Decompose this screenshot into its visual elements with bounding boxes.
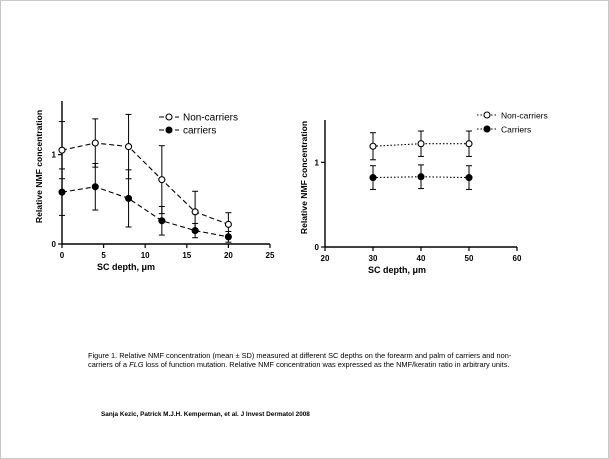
data-point-open xyxy=(465,140,473,148)
x-tick-label: 0 xyxy=(60,251,65,260)
data-point-open xyxy=(369,142,377,150)
x-tick-label: 5 xyxy=(101,251,106,260)
legend-label: Non-carriers xyxy=(183,113,238,124)
caption-text-1: Figure 1. Relative NMF concentration (me… xyxy=(88,351,512,370)
x-tick-label: 30 xyxy=(369,254,378,263)
x-axis-title: SC depth, μm xyxy=(368,265,426,275)
data-point-open xyxy=(58,146,66,154)
data-point-filled xyxy=(125,194,133,202)
y-tick-label: 0 xyxy=(315,243,320,252)
x-tick-label: 20 xyxy=(321,254,330,263)
y-tick-label: 0 xyxy=(52,240,57,249)
x-tick-label: 50 xyxy=(465,254,474,263)
data-point-open xyxy=(91,139,99,147)
legend-label: Carriers xyxy=(501,125,531,135)
y-tick-label: 1 xyxy=(52,151,57,160)
x-tick-label: 20 xyxy=(224,251,233,260)
data-point-filled xyxy=(224,233,232,241)
data-point-filled xyxy=(58,188,66,196)
citation: Sanja Kezic, Patrick M.J.H. Kemperman, e… xyxy=(101,411,310,418)
data-point-open xyxy=(417,140,425,148)
y-axis-title: Relative NMF concentration xyxy=(299,121,309,234)
data-point-filled xyxy=(465,174,473,182)
data-point-open xyxy=(125,143,133,151)
y-axis-title: Relative NMF concentration xyxy=(34,110,44,223)
caption-text-2: loss of function mutation. Relative NMF … xyxy=(143,360,510,370)
legend-marker xyxy=(165,126,173,134)
legend-marker xyxy=(483,111,491,119)
data-point-filled xyxy=(369,174,377,182)
data-point-filled xyxy=(417,173,425,181)
y-tick-label: 1 xyxy=(315,158,320,167)
series-line xyxy=(61,142,229,225)
x-axis-title: SC depth, μm xyxy=(97,262,155,272)
caption-gene-name: FLG xyxy=(129,360,144,370)
x-tick-label: 40 xyxy=(417,254,426,263)
chart-left-panel: 0 5 10 15 20 25 0 1 SC depth, μm Relative NMF con… xyxy=(34,101,275,272)
series-line xyxy=(61,186,229,238)
x-tick-label: 15 xyxy=(182,251,191,260)
x-tick-label: 10 xyxy=(141,251,150,260)
legend-label: Non-carriers xyxy=(501,111,548,121)
data-point-open xyxy=(191,208,199,216)
chart-right-panel: 20 30 40 50 60 0 1 SC depth, μm Relative NMF con… xyxy=(299,111,548,276)
x-tick-label: 60 xyxy=(513,254,522,263)
data-point-open xyxy=(158,176,166,184)
data-point-open xyxy=(224,220,232,228)
legend-marker xyxy=(165,113,173,121)
x-tick-label: 25 xyxy=(266,251,275,260)
data-point-filled xyxy=(158,217,166,225)
figure-caption: Figure 1. Relative NMF concentration (me… xyxy=(88,351,528,370)
data-point-filled xyxy=(91,183,99,191)
legend-marker xyxy=(483,125,491,133)
data-point-filled xyxy=(191,227,199,235)
legend-label: carriers xyxy=(183,126,216,137)
